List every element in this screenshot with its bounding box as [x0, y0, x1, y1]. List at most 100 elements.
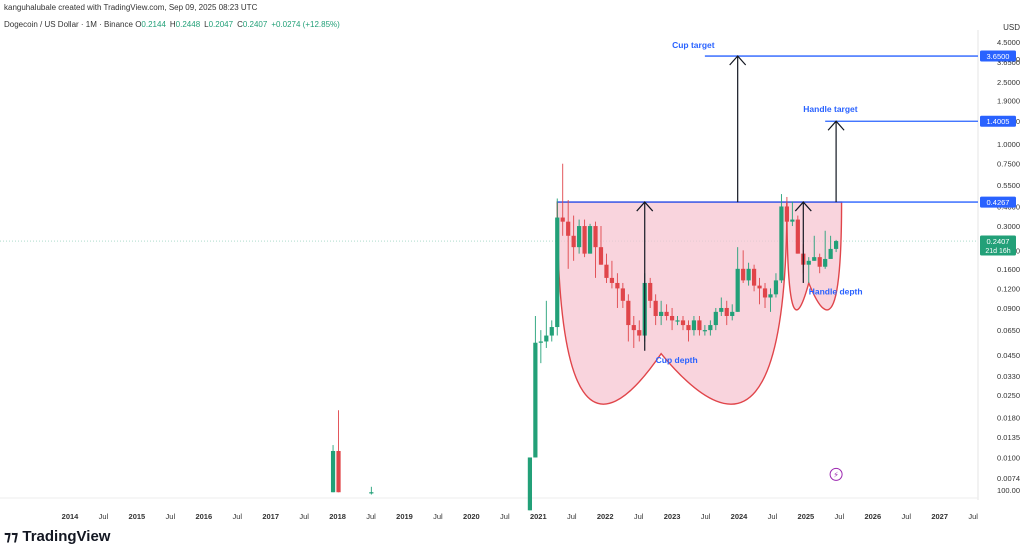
candle-body: [549, 327, 554, 336]
y-tick-label: 0.0135: [997, 433, 1020, 442]
pattern-drawings: [556, 55, 978, 405]
candle-body: [823, 258, 828, 267]
y-tick-label: 0.5500: [997, 181, 1020, 190]
candle-body: [653, 300, 658, 316]
symbol-legend[interactable]: Dogecoin / US Dollar · 1M · Binance O0.2…: [4, 20, 344, 29]
arrow-head: [827, 120, 845, 131]
candle-body: [587, 226, 593, 254]
candle-body: [626, 300, 631, 326]
candle-body: [620, 288, 625, 301]
candle-body: [680, 320, 686, 326]
candle-body: [577, 226, 582, 248]
x-tick-label: 2018: [329, 512, 346, 521]
candle-body: [598, 247, 604, 265]
candle-body: [648, 282, 653, 301]
candle-body: [697, 320, 702, 331]
y-tick-label: 1.0000: [997, 140, 1020, 149]
currency-label: USD: [1003, 23, 1020, 32]
x-tick-label: Jul: [567, 512, 577, 521]
x-tick-label: Jul: [768, 512, 778, 521]
candle-body: [746, 268, 751, 281]
ohlc-value: 0.2407: [242, 20, 268, 29]
footer-brand: ⁊⁊ TradingView: [4, 528, 110, 545]
candle-body: [828, 248, 833, 259]
x-tick-label: 2026: [864, 512, 881, 521]
ohlc-key: O: [135, 20, 142, 29]
y-tick-label: 0.0100: [997, 453, 1020, 462]
candle-body: [817, 257, 822, 267]
candle-body: [702, 330, 707, 332]
cup-shape: [556, 201, 788, 405]
candle-body: [795, 219, 800, 254]
y-tick-label: 0.3000: [997, 222, 1020, 231]
annotation-labels: Cup target Handle target Cup depth Handle d…: [656, 40, 863, 481]
ohlc-key: C: [237, 20, 243, 29]
y-tick-label: 0.0074: [997, 474, 1020, 483]
bar-countdown: 21d 16h: [985, 248, 1010, 255]
candle-body: [582, 226, 587, 254]
ohlc-values: O0.2144 H0.2448 L0.2047 C0.2407 +0.0274 (+12…: [135, 20, 344, 29]
tradingview-logo-icon: ⁊⁊: [4, 528, 19, 545]
time-axis[interactable]: 2014 Jul 2015 Jul 2016 Jul 2017 Jul 2018 Jul 2019 J…: [62, 512, 979, 521]
candle-body: [604, 264, 609, 278]
candle-body: [719, 307, 724, 312]
x-tick-label: 2023: [664, 512, 681, 521]
x-tick-label: Jul: [433, 512, 443, 521]
candle-body: [544, 335, 549, 342]
y-tick-label: 0.0330: [997, 372, 1020, 381]
candle-body: [735, 268, 740, 312]
grid: [0, 30, 979, 500]
candle-body: [812, 257, 817, 261]
y-tick-label: 4.5000: [997, 38, 1020, 47]
x-tick-label: 2016: [195, 512, 212, 521]
ohlc-value: 0.2047: [208, 20, 234, 29]
x-tick-label: Jul: [99, 512, 109, 521]
measure-arrows: [636, 55, 845, 351]
event-bolt-icon[interactable]: [829, 467, 843, 481]
x-tick-label: Jul: [901, 512, 911, 521]
x-tick-label: 2021: [530, 512, 547, 521]
x-tick-label: 2019: [396, 512, 413, 521]
candle-body: [724, 307, 729, 316]
x-tick-label: 2015: [129, 512, 146, 521]
ohlc-value: 0.2448: [175, 20, 201, 29]
x-tick-label: Jul: [299, 512, 309, 521]
candle-body: [757, 285, 762, 289]
y-tick-label: 0.7500: [997, 160, 1020, 169]
chart-credit: kanguhalubale created with TradingView.c…: [4, 3, 258, 12]
x-tick-label: 2025: [798, 512, 815, 521]
candle-body: [566, 221, 571, 236]
y-tick-label: 0.0180: [997, 413, 1020, 422]
handle-target-label: Handle target: [803, 104, 857, 114]
last-price-label: 0.2407: [987, 237, 1010, 246]
candle-body: [637, 330, 642, 336]
candle-body: [773, 280, 779, 295]
candle-body: [555, 217, 560, 328]
y-tick-label: 3.6500: [997, 58, 1020, 67]
candle-body: [834, 241, 839, 249]
candle-body: [369, 492, 374, 494]
ohlc-key: L: [204, 20, 209, 29]
candle-body: [659, 311, 664, 316]
level-price-tag: [980, 50, 1016, 62]
arrow-head: [794, 201, 812, 212]
level-price-label: 0.4267: [987, 198, 1010, 207]
ohlc-key: H: [169, 20, 176, 29]
brand-name: TradingView: [22, 528, 111, 545]
candle-body: [730, 311, 735, 316]
x-tick-label: Jul: [835, 512, 845, 521]
ohlc-value: +0.0274 (+12.85%): [271, 20, 340, 29]
x-tick-label: Jul: [634, 512, 644, 521]
y-tick-label: 100.00: [997, 486, 1020, 495]
candle-body: [790, 219, 795, 222]
y-tick-label: 0.1200: [997, 284, 1020, 293]
candle-body: [686, 325, 691, 331]
x-tick-label: 2017: [262, 512, 279, 521]
y-tick-label: 0.0250: [997, 391, 1020, 400]
bolt-glyph: ⚡: [833, 470, 839, 479]
x-tick-label: 2027: [931, 512, 948, 521]
level-price-tag: [980, 115, 1016, 127]
candle-body: [675, 320, 680, 322]
price-axis[interactable]: USD4.50003.50002.50001.90001.40001.00000…: [980, 23, 1020, 495]
